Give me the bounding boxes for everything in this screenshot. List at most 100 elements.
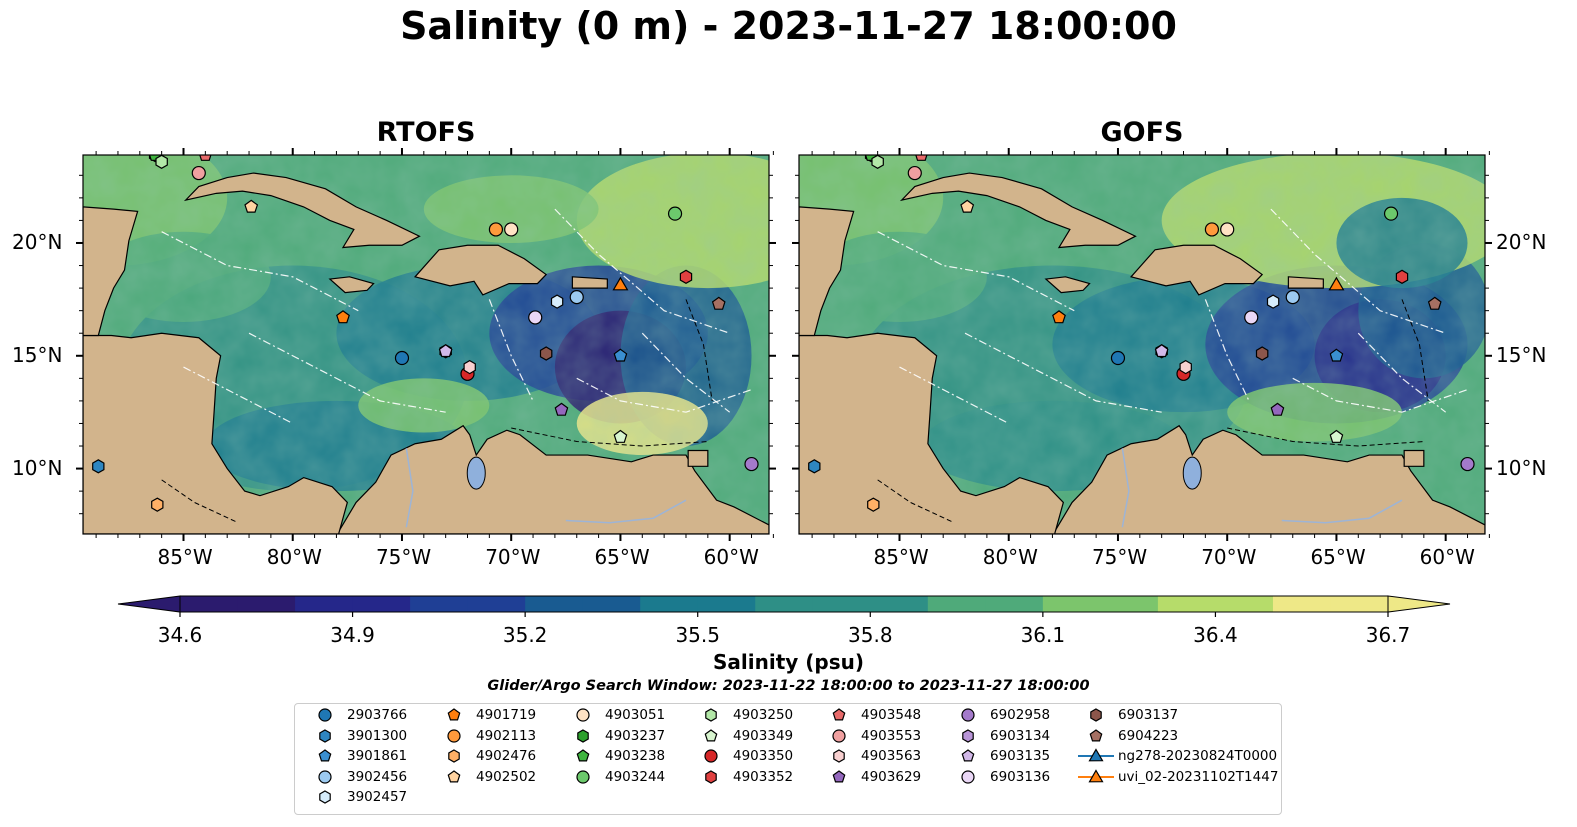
legend-glider-icon bbox=[1088, 748, 1104, 762]
glider-uvi_02-20231102T1447 bbox=[1328, 276, 1345, 291]
lon-tick-label: 75°W bbox=[375, 545, 432, 569]
float-4903244 bbox=[1383, 206, 1399, 221]
legend-float-icon bbox=[319, 728, 331, 743]
land-hispaniola bbox=[413, 244, 548, 296]
legend-float-icon bbox=[448, 749, 460, 763]
legend-float-icon bbox=[704, 749, 718, 763]
legend-label: 6904223 bbox=[1118, 727, 1179, 744]
legend-float-icon bbox=[576, 749, 590, 762]
legend-marker-icon bbox=[319, 728, 331, 743]
legend-marker-icon bbox=[319, 790, 331, 805]
figure-title: Salinity (0 m) - 2023-11-27 18:00:00 bbox=[400, 4, 1177, 48]
float-4901719 bbox=[336, 310, 350, 324]
legend-label: 4903238 bbox=[605, 748, 666, 765]
lon-tick-label: 65°W bbox=[594, 545, 650, 569]
land-pr bbox=[571, 276, 608, 289]
colorbar-tick-label: 36.7 bbox=[1365, 623, 1411, 647]
colorbar-segment bbox=[295, 596, 354, 612]
land-jamaica bbox=[1044, 276, 1091, 294]
legend-float-icon bbox=[832, 770, 846, 783]
lon-tick-label: 85°W bbox=[157, 545, 213, 569]
colorbar-segment bbox=[1100, 596, 1159, 612]
land-yucatan bbox=[799, 206, 855, 337]
land-trinidad bbox=[1403, 449, 1425, 467]
legend-label: 6903134 bbox=[990, 727, 1051, 744]
lat-tick-label: 10°N bbox=[12, 455, 63, 480]
colorbar-segment bbox=[812, 596, 871, 612]
colorbar-min-extend bbox=[117, 595, 181, 613]
land-jamaica bbox=[328, 276, 375, 294]
legend-label: 4903553 bbox=[861, 727, 922, 744]
colorbar-tick-label: 35.5 bbox=[675, 623, 720, 647]
float-3901861 bbox=[1329, 348, 1344, 362]
lon-tick-label: 70°W bbox=[485, 545, 541, 569]
legend-label: 6902958 bbox=[990, 707, 1051, 723]
legend-marker-icon bbox=[447, 770, 461, 783]
legend-float-icon bbox=[962, 728, 974, 743]
gofs-map bbox=[792, 148, 1492, 541]
land-southam bbox=[338, 424, 769, 534]
float-4903629 bbox=[1270, 402, 1285, 416]
lon-tick-label: 80°W bbox=[982, 545, 1038, 569]
legend-float-icon bbox=[961, 708, 975, 722]
colorbar-segment bbox=[1157, 596, 1216, 612]
float-4903051 bbox=[1220, 222, 1235, 237]
legend: 2903766 3901300 3901861 3902456 3902457 49017… bbox=[294, 703, 1282, 815]
colorbar-tick-label: 34.9 bbox=[330, 623, 375, 647]
float-4903349 bbox=[1329, 429, 1344, 443]
colorbar-tick-label: 36.1 bbox=[1020, 623, 1066, 647]
legend-label: 3901861 bbox=[347, 748, 408, 765]
float-4902502 bbox=[960, 199, 975, 213]
float-4903563 bbox=[463, 359, 476, 375]
legend-label: 4903352 bbox=[733, 768, 794, 785]
legend-marker-icon bbox=[447, 728, 461, 743]
legend-label: 3902456 bbox=[347, 768, 408, 785]
colorbar-segment bbox=[1272, 596, 1331, 612]
colorbar-segment bbox=[640, 596, 699, 612]
legend-float-icon bbox=[318, 749, 332, 762]
float-6904223 bbox=[1427, 296, 1442, 310]
legend-float-icon bbox=[705, 770, 717, 784]
float-4903548 bbox=[915, 155, 928, 161]
lat-tick-label: 15°N bbox=[12, 342, 63, 367]
colorbar bbox=[117, 595, 1451, 617]
lat-tick-label: 15°N bbox=[1496, 342, 1547, 367]
colorbar-segment bbox=[180, 596, 239, 612]
lat-tick-label: 20°N bbox=[1496, 229, 1547, 254]
float-4902502 bbox=[244, 199, 259, 213]
colorbar-segment bbox=[237, 596, 296, 612]
lon-tick-label: 85°W bbox=[873, 545, 929, 569]
colorbar-segment bbox=[1330, 596, 1389, 612]
lat-tick-label: 20°N bbox=[12, 229, 63, 254]
float-3902457 bbox=[550, 294, 564, 309]
lon-tick-label: 70°W bbox=[1201, 545, 1257, 569]
float-3902456 bbox=[569, 290, 584, 305]
legend-marker-icon bbox=[1089, 728, 1103, 742]
float-3901300 bbox=[808, 459, 821, 474]
legend-marker-icon bbox=[961, 708, 975, 722]
colorbar-tick-label: 35.8 bbox=[848, 623, 893, 647]
legend-label: 4903548 bbox=[861, 707, 922, 723]
lon-tick-label: 60°W bbox=[703, 545, 759, 569]
float-4903553 bbox=[191, 165, 206, 181]
legend-float-icon bbox=[705, 708, 717, 722]
colorbar-label: Salinity (psu) bbox=[712, 650, 864, 674]
lon-tick-label: 80°W bbox=[266, 545, 322, 569]
float-6903136 bbox=[528, 310, 543, 325]
legend-marker-icon bbox=[318, 749, 332, 762]
lon-tick-label: 75°W bbox=[1091, 545, 1148, 569]
float-2903766 bbox=[394, 350, 410, 366]
glider-uvi_02-20231102T1447 bbox=[612, 276, 629, 291]
legend-label: 3901300 bbox=[347, 727, 408, 744]
colorbar-segment bbox=[410, 596, 469, 612]
colorbar-tick-label: 35.2 bbox=[502, 623, 548, 647]
float-2903766 bbox=[1110, 350, 1126, 366]
legend-marker-icon bbox=[447, 708, 461, 721]
float-4901719 bbox=[1052, 310, 1066, 324]
float-6903136 bbox=[1244, 310, 1259, 325]
float-6902958 bbox=[744, 456, 759, 472]
legend-label: 4903237 bbox=[605, 727, 666, 744]
land-yucatan bbox=[83, 206, 139, 337]
float-4903349 bbox=[613, 429, 628, 443]
